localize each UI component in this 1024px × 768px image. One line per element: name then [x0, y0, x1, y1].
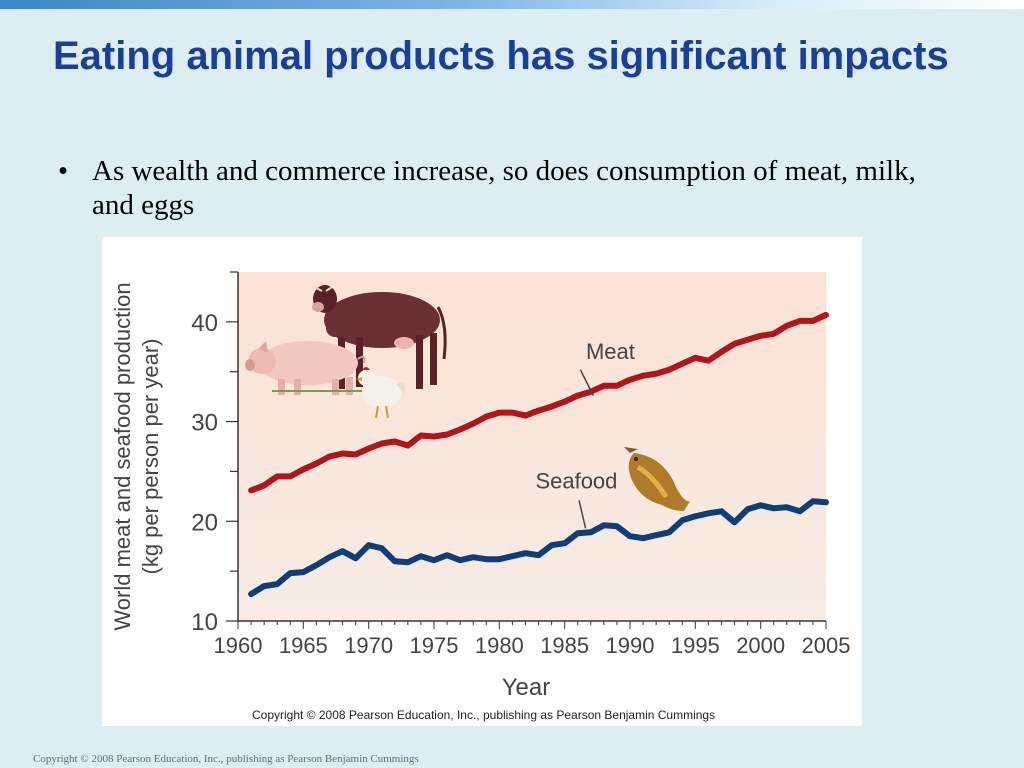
- series-label-meat: Meat: [586, 339, 635, 364]
- x-tick-label: 1960: [214, 633, 263, 658]
- top-accent-band: [0, 0, 1024, 9]
- y-tick-label: 20: [191, 509, 218, 536]
- bullet-marker: •: [58, 155, 69, 187]
- fish-icon: [624, 447, 690, 511]
- slide-title: Eating animal products has significant i…: [53, 34, 949, 78]
- seafood-leader-line: [578, 500, 587, 529]
- x-axis-title: Year: [502, 674, 551, 701]
- chart-figure: 10 20 30 40 1960 1965 1970 1975 1980 1985 1990 1995…: [102, 237, 862, 726]
- x-tick-label: 1985: [540, 633, 589, 658]
- x-tick-label: 1990: [606, 633, 655, 658]
- slide-footer: Copyright © 2008 Pearson Education, Inc.…: [33, 753, 419, 765]
- y-tick-label: 40: [191, 310, 218, 337]
- x-tick-label: 2000: [736, 633, 785, 658]
- x-tick-label: 1975: [410, 633, 459, 658]
- x-tick-label: 2005: [802, 633, 851, 658]
- meat-leader-line: [579, 369, 595, 396]
- series-line-seafood: [248, 498, 829, 598]
- y-tick-label: 10: [191, 609, 218, 636]
- x-tick-label: 1980: [475, 633, 524, 658]
- pig-icon: [245, 341, 366, 395]
- figure-copyright: Copyright © 2008 Pearson Education, Inc.…: [252, 708, 715, 722]
- x-tick-label: 1995: [671, 633, 720, 658]
- x-tick-label: 1970: [344, 633, 393, 658]
- x-tick-label: 1965: [279, 633, 328, 658]
- chicken-icon: [356, 367, 405, 419]
- y-axis-title-line1: World meat and seafood production: [110, 282, 135, 630]
- y-axis-title-line2: (kg per person per year): [138, 339, 163, 575]
- series-label-seafood: Seafood: [535, 468, 617, 493]
- series-line-meat: [248, 311, 829, 494]
- bullet-text: As wealth and commerce increase, so does…: [92, 155, 916, 221]
- chart-svg: 10 20 30 40 1960 1965 1970 1975 1980 1985 1990 1995…: [110, 271, 851, 722]
- y-tick-label: 30: [191, 410, 218, 437]
